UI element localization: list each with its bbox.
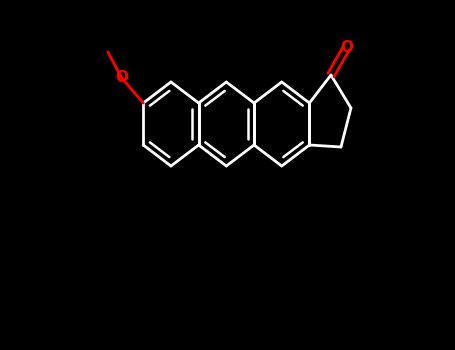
Text: O: O — [340, 41, 353, 56]
Text: O: O — [115, 70, 128, 85]
